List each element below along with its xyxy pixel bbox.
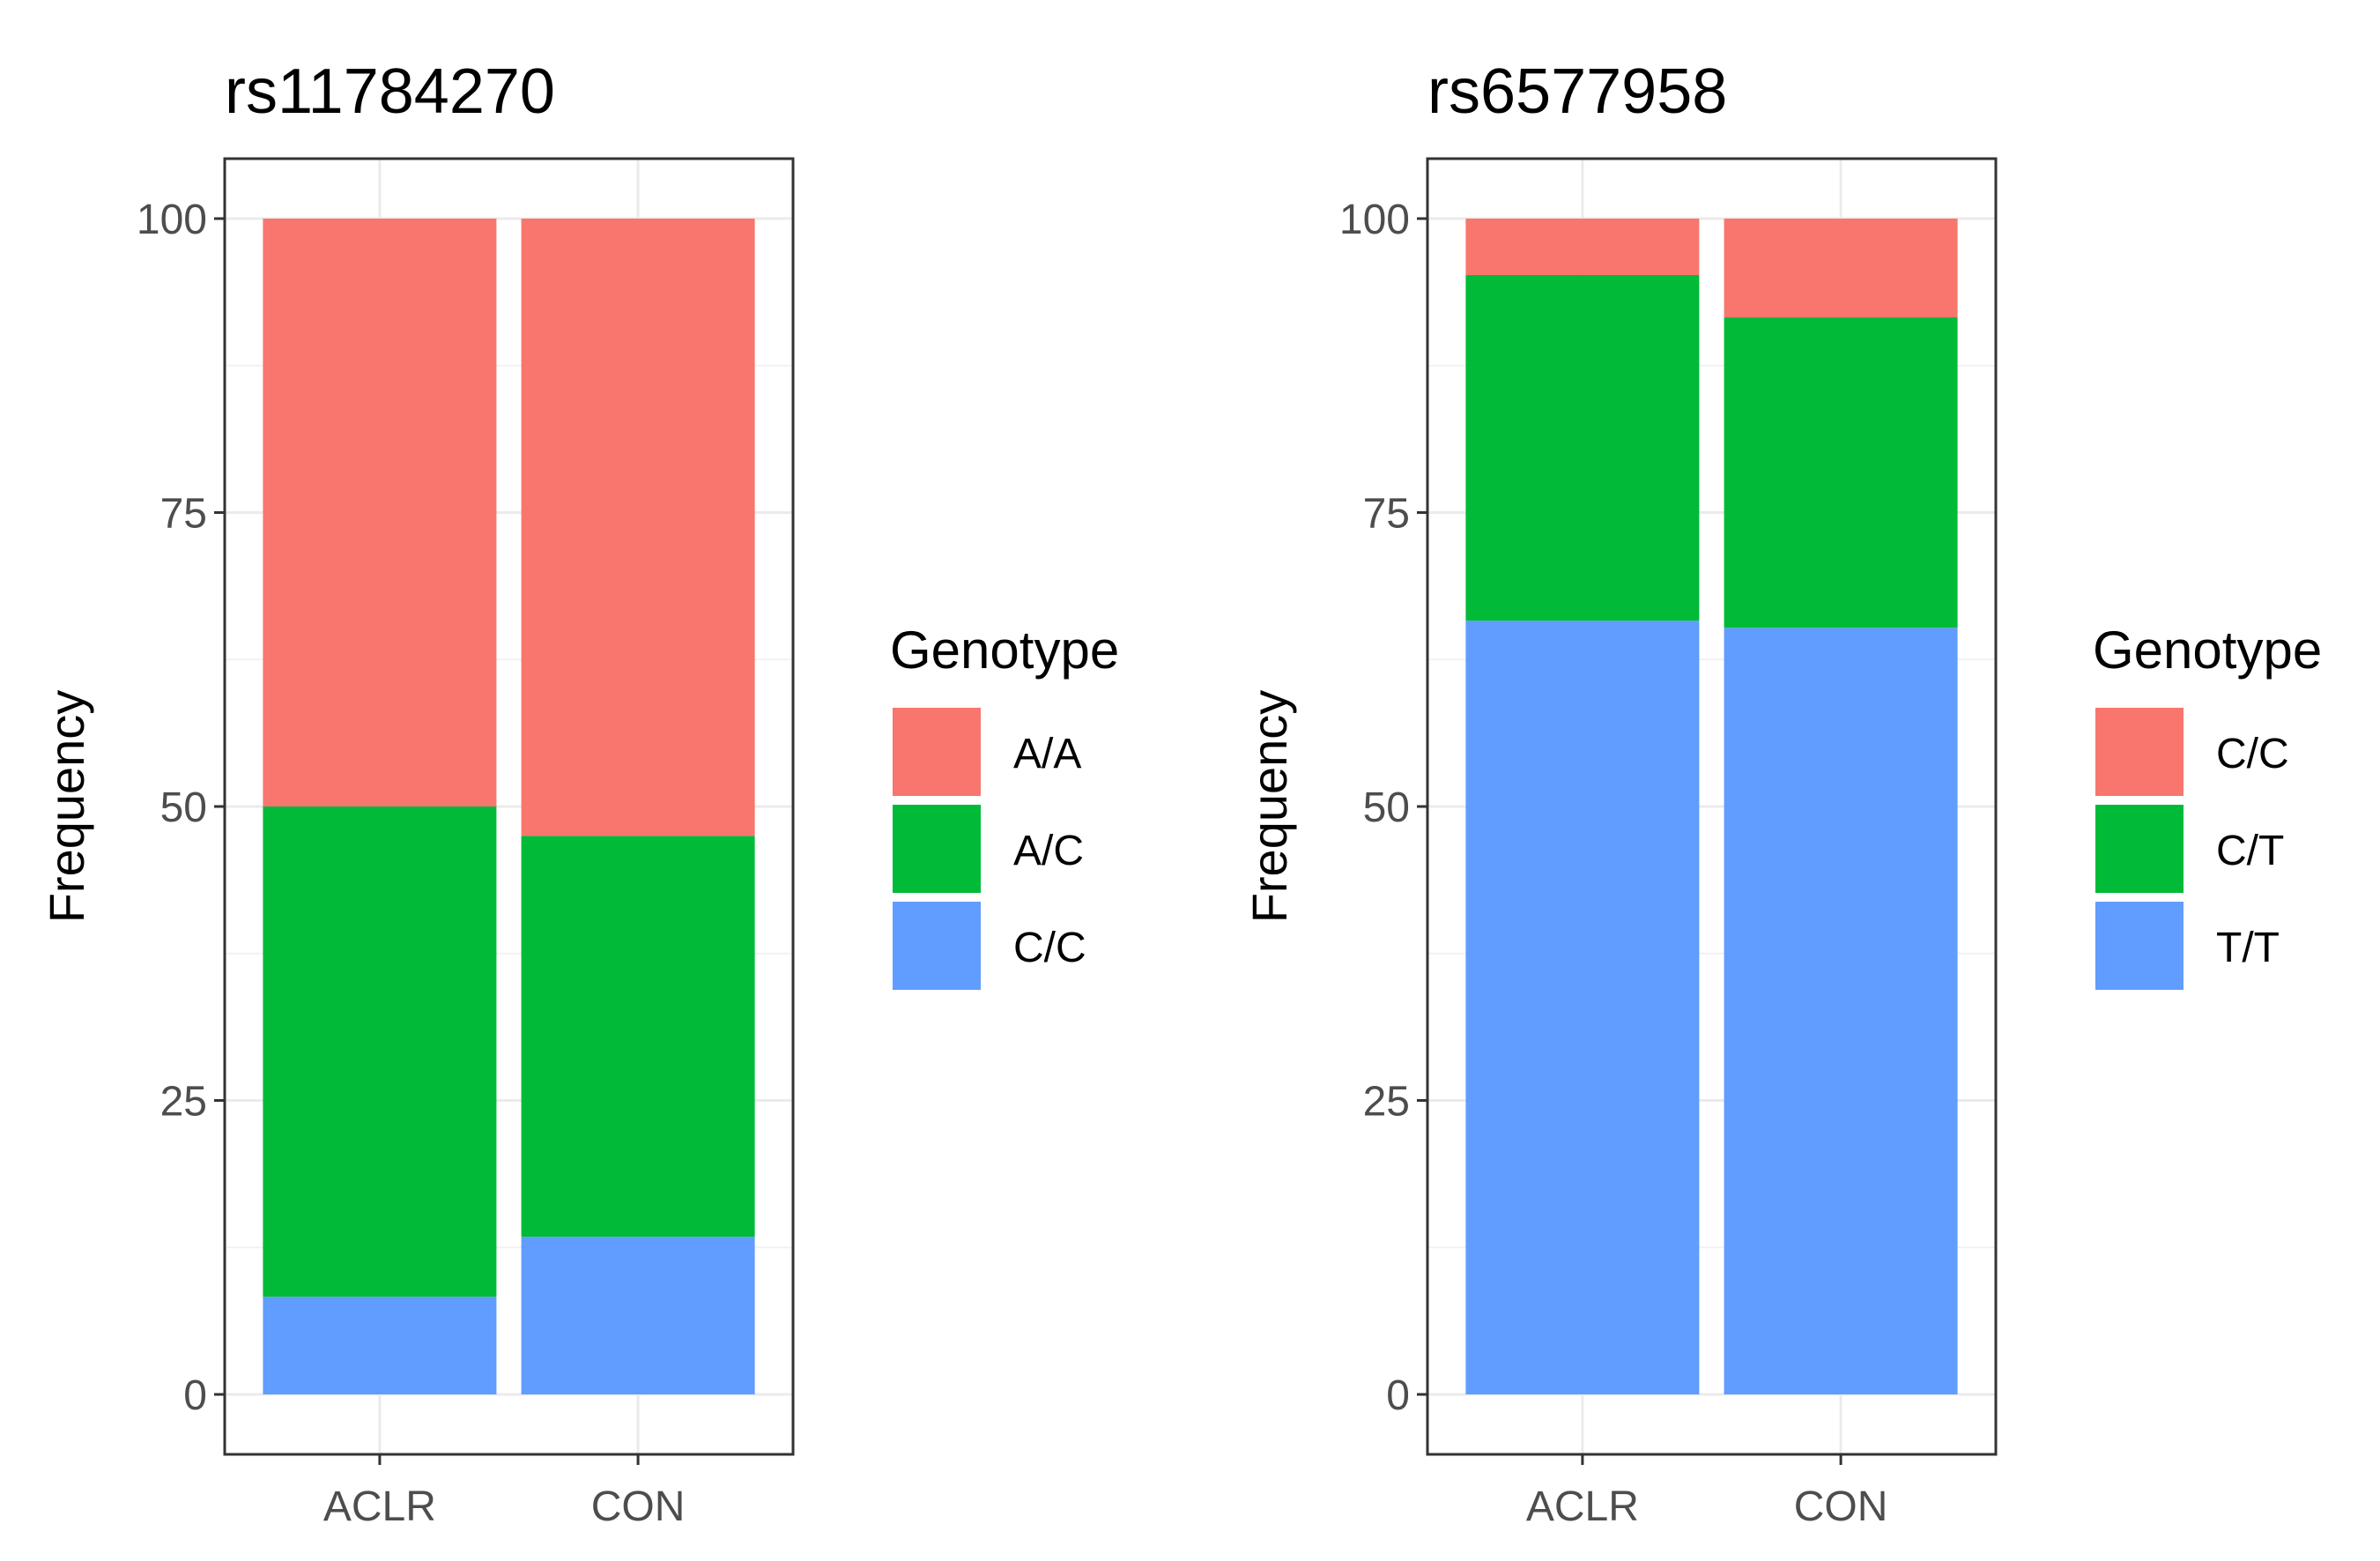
bar-con-c-t xyxy=(1724,317,1958,628)
y-tick-label: 50 xyxy=(160,784,207,831)
legend-label: A/C xyxy=(1013,828,1084,874)
bar-aclr-c-t xyxy=(1465,275,1700,621)
chart-panel-2: 0 25 50 75 100 ACLR CON rs6577958 Frequency Genot… xyxy=(1242,56,2322,1530)
bar-aclr-c-c xyxy=(1465,219,1700,276)
y-tick-label: 25 xyxy=(160,1079,207,1126)
x-tick-label: CON xyxy=(591,1483,686,1530)
x-tick-label: ACLR xyxy=(323,1483,436,1530)
chart-title: rs6577958 xyxy=(1427,56,1727,127)
legend-key-c-c xyxy=(2095,708,2184,796)
y-tick-label: 100 xyxy=(1339,197,1410,243)
y-tick-label: 100 xyxy=(137,197,207,243)
legend-title: Genotype xyxy=(890,621,1119,680)
bar-con-c-c xyxy=(521,1237,755,1394)
bar-con-t-t xyxy=(1724,628,1958,1394)
bar-con-a-c xyxy=(521,836,755,1238)
y-tick-label: 75 xyxy=(1363,491,1410,538)
bar-con-c-c xyxy=(1724,219,1958,318)
legend-label: T/T xyxy=(2216,925,2280,971)
x-tick-label: CON xyxy=(1794,1483,1888,1530)
y-tick-label: 25 xyxy=(1363,1079,1410,1126)
y-tick-label: 75 xyxy=(160,491,207,538)
legend-key-a-a xyxy=(893,708,981,796)
legend-key-c-t xyxy=(2095,805,2184,893)
legend-key-t-t xyxy=(2095,902,2184,990)
y-tick-label: 50 xyxy=(1363,784,1410,831)
x-tick-label: ACLR xyxy=(1526,1483,1639,1530)
bar-con-a-a xyxy=(521,219,755,836)
legend: Genotype A/A A/C C/C xyxy=(890,621,1119,990)
chart-title: rs11784270 xyxy=(225,56,555,127)
bar-aclr-t-t xyxy=(1465,621,1700,1394)
y-tick-label: 0 xyxy=(1386,1372,1410,1419)
legend-title: Genotype xyxy=(2093,621,2322,680)
y-tick-label: 0 xyxy=(183,1372,207,1419)
bar-aclr-a-c xyxy=(263,807,497,1297)
legend-key-c-c xyxy=(893,902,981,990)
chart-panel-1: 0 25 50 75 100 ACLR CON rs11784270 Frequency Geno… xyxy=(39,56,1119,1530)
legend-label: C/C xyxy=(1013,925,1086,971)
legend-label: C/T xyxy=(2216,828,2284,874)
legend: Genotype C/C C/T T/T xyxy=(2093,621,2322,990)
legend-label: C/C xyxy=(2216,731,2289,777)
bar-aclr-c-c xyxy=(263,1297,497,1394)
y-axis-label: Frequency xyxy=(39,690,94,924)
legend-label: A/A xyxy=(1013,731,1081,777)
y-axis-label: Frequency xyxy=(1242,690,1297,924)
bar-aclr-a-a xyxy=(263,219,497,807)
legend-key-a-c xyxy=(893,805,981,893)
